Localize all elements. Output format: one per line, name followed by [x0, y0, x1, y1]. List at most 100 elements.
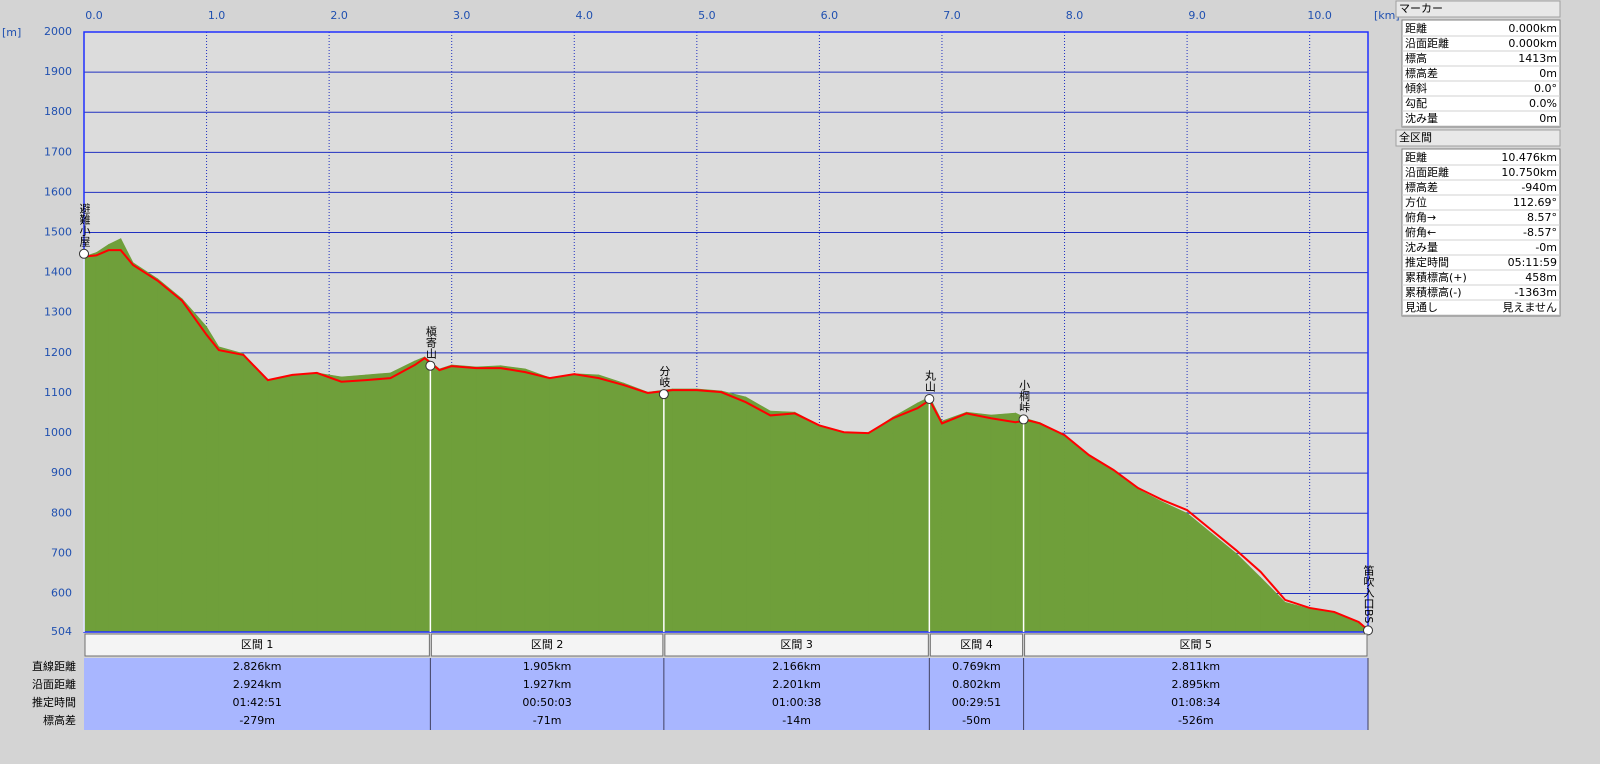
terrain-area [573, 373, 600, 633]
y-tick-label: 1000 [44, 426, 72, 439]
x-tick-label: 0.0 [85, 9, 103, 22]
section-header: 区間 3 [780, 638, 813, 651]
panel-value: 10.750km [1501, 166, 1557, 179]
panel-value: -1363m [1514, 286, 1557, 299]
waypoint-marker [924, 393, 935, 404]
row-label: 標高差 [43, 713, 76, 727]
panel-key: 見通し [1405, 301, 1438, 314]
x-tick-label: 6.0 [821, 9, 839, 22]
panel-key: 累積標高(+) [1405, 270, 1467, 284]
panel-key: 標高差 [1405, 66, 1438, 80]
terrain-area [120, 238, 134, 633]
y-tick-label: 1100 [44, 386, 72, 399]
y-tick-label: 600 [51, 586, 72, 599]
y-tick-label: 1200 [44, 346, 72, 359]
terrain-area [672, 388, 698, 633]
terrain-area [292, 372, 318, 633]
terrain-area [316, 372, 342, 633]
panel-value: -0m [1535, 241, 1557, 254]
panel-value: 0.0° [1534, 82, 1557, 95]
terrain-area [819, 424, 845, 633]
panel-value: 05:11:59 [1508, 256, 1557, 269]
panel-value: 112.69° [1513, 196, 1557, 209]
section-value: -526m [1178, 714, 1214, 727]
x-tick-label: 3.0 [453, 9, 471, 22]
row-label: 推定時間 [32, 695, 76, 709]
section-header-cell [84, 633, 430, 657]
panel-value: 0m [1539, 112, 1557, 125]
y-tick-label: 1900 [44, 65, 72, 78]
panel-value: 8.57° [1527, 211, 1557, 224]
panel-title: 全区間 [1399, 130, 1432, 144]
panel-key: 俯角← [1405, 225, 1436, 239]
x-tick-label: 1.0 [208, 9, 226, 22]
x-tick-label: 10.0 [1307, 9, 1332, 22]
terrain-area [390, 360, 416, 633]
y-tick-label: 1300 [44, 306, 72, 319]
section-value: -14m [782, 714, 811, 727]
terrain-area [524, 368, 551, 633]
panel-key: 沿面距離 [1405, 36, 1449, 50]
panel-value: 0.000km [1508, 37, 1557, 50]
waypoint-marker [425, 360, 436, 371]
terrain-area [1186, 512, 1212, 633]
y-tick-label: 700 [51, 546, 72, 559]
terrain-area [181, 297, 207, 633]
panel-key: 沈み量 [1405, 240, 1438, 254]
terrain-area [843, 431, 869, 633]
section-value: 1.927km [523, 678, 572, 691]
waypoint-label: 槇寄山 [424, 324, 437, 358]
panel-value: 1413m [1518, 52, 1557, 65]
panel-value: 458m [1525, 271, 1557, 284]
track-line [83, 249, 1369, 631]
terrain-area [892, 402, 918, 633]
x-tick-label: 8.0 [1066, 9, 1084, 22]
waypoint-marker [1018, 414, 1029, 425]
terrain-area [549, 373, 575, 633]
terrain-area [868, 416, 894, 633]
y-tick-label: 2000 [44, 25, 72, 38]
panel-value: 0.000km [1508, 22, 1557, 35]
panel-value: -940m [1521, 181, 1557, 194]
panel-key: 距離 [1405, 150, 1427, 164]
terrain-area [598, 374, 624, 633]
section-value: 00:50:03 [522, 696, 571, 709]
section-header: 区間 2 [531, 638, 564, 651]
terrain-area [108, 238, 122, 633]
panel-value: 見えません [1502, 301, 1557, 314]
panel-value: 0.0% [1529, 97, 1557, 110]
panel-key: 距離 [1405, 21, 1427, 35]
panel-value: -8.57° [1523, 226, 1557, 239]
terrain-area [206, 325, 220, 633]
section-value: 2.201km [772, 678, 821, 691]
panel-key: 推定時間 [1405, 255, 1449, 269]
terrain-area [745, 396, 771, 633]
section-value: 01:00:38 [772, 696, 821, 709]
x-tick-label: 9.0 [1188, 9, 1206, 22]
section-value: 2.924km [233, 678, 282, 691]
section-value: -50m [962, 714, 991, 727]
section-value: 0.769km [952, 660, 1001, 673]
section-value: 2.166km [772, 660, 821, 673]
y-tick-label: 504 [51, 625, 72, 638]
section-value: 2.826km [233, 660, 282, 673]
waypoint-label: 丸山 [923, 370, 936, 392]
x-tick-label: 4.0 [576, 9, 594, 22]
y-tick-label: 1500 [44, 226, 72, 239]
terrain-area [1137, 488, 1163, 633]
terrain-area [475, 365, 502, 633]
y-tick-label: 1700 [44, 145, 72, 158]
panel-title-bg [1395, 129, 1561, 147]
section-value: 2.811km [1172, 660, 1221, 673]
terrain-area [157, 278, 183, 633]
panel-key: 沈み量 [1405, 111, 1438, 125]
terrain-area [1064, 434, 1090, 633]
terrain-area [721, 390, 747, 633]
terrain-area [267, 374, 293, 633]
terrain-area [439, 364, 452, 633]
waypoint-label: 小棡峠 [1018, 379, 1031, 413]
x-tick-label: 5.0 [698, 9, 716, 22]
panel-key: 勾配 [1405, 97, 1427, 110]
section-header-cell [664, 633, 929, 657]
